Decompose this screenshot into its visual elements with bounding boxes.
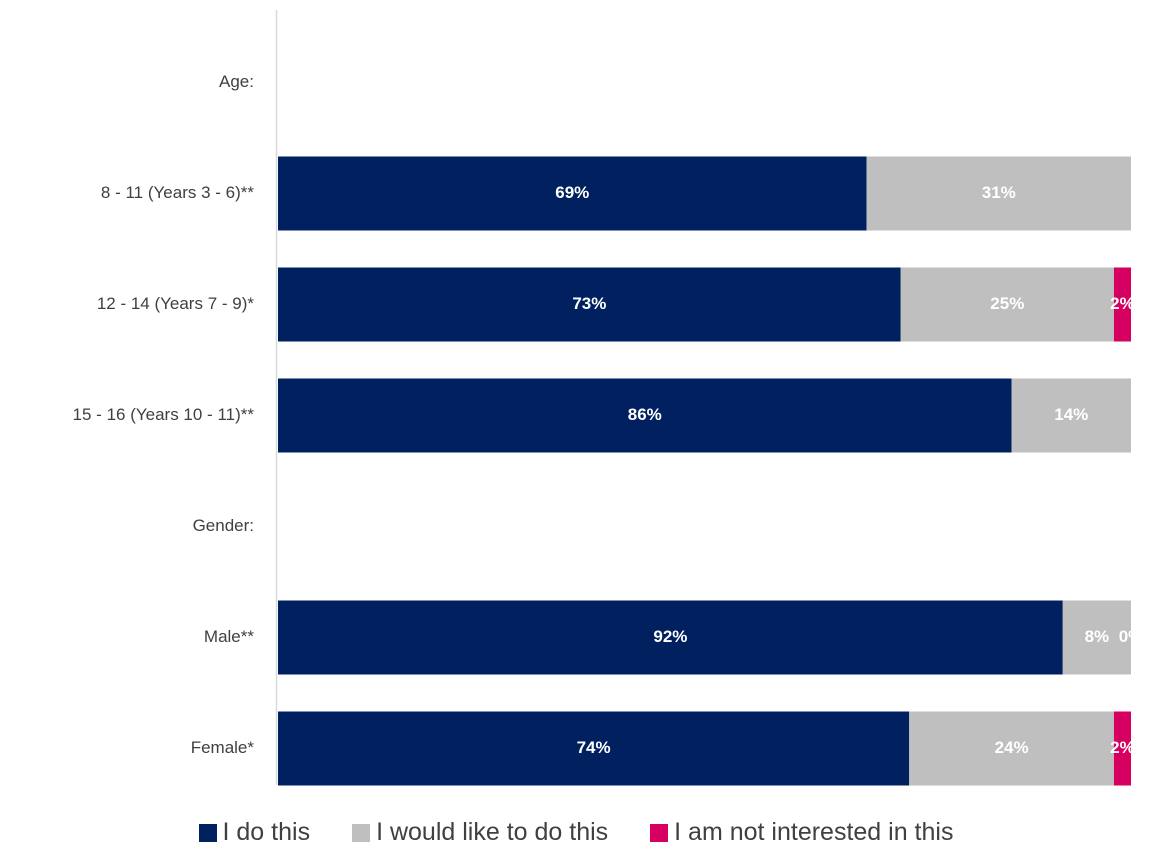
- legend-label-would-like: I would like to do this: [376, 818, 609, 846]
- data-label-not-interested-2: 2%: [1110, 294, 1135, 313]
- data-label-do-2: 73%: [572, 294, 606, 313]
- bar-do-2: [278, 267, 901, 342]
- legend-item-do: I do this: [198, 818, 311, 847]
- legend-swatch-do: [198, 823, 217, 842]
- category-label-2: 12 - 14 (Years 7 - 9)*: [97, 294, 255, 313]
- data-label-would-like-6: 24%: [995, 738, 1029, 757]
- legend-item-not-interested: I am not interested in this: [650, 818, 953, 847]
- bar-do-6: [278, 711, 910, 786]
- data-label-would-like-1: 31%: [982, 183, 1016, 202]
- category-label-1: 8 - 11 (Years 3 - 6)**: [101, 183, 254, 202]
- data-label-do-3: 86%: [628, 405, 662, 424]
- bar-not-interested-6: [1113, 711, 1131, 786]
- category-label-6: Female*: [191, 738, 255, 757]
- bar-would-like-6: [909, 711, 1114, 786]
- legend-item-would-like: I would like to do this: [352, 818, 608, 847]
- data-label-not-interested-6: 2%: [1110, 738, 1135, 757]
- data-label-would-like-2: 25%: [990, 294, 1024, 313]
- legend-swatch-not-interested: [650, 823, 669, 842]
- data-label-would-like-3: 14%: [1054, 405, 1088, 424]
- category-label-3: 15 - 16 (Years 10 - 11)**: [73, 405, 255, 424]
- bar-do-5: [278, 600, 1063, 675]
- bar-do-3: [278, 378, 1012, 453]
- category-label-4: Gender:: [193, 516, 254, 535]
- data-label-not-interested-5: 0%: [1119, 627, 1144, 646]
- bar-would-like-2: [900, 267, 1114, 342]
- data-label-would-like-5: 8%: [1085, 627, 1110, 646]
- stacked-bar-chart: Age: 8 - 11 (Years 3 - 6)** 12 - 14 (Years…: [72, 10, 1144, 786]
- bar-would-like-1: [866, 156, 1131, 231]
- data-label-do-6: 74%: [577, 738, 611, 757]
- legend-label-do: I do this: [222, 818, 311, 846]
- bar-not-interested-2: [1113, 267, 1131, 342]
- legend-swatch-would-like: [352, 823, 371, 842]
- bar-would-like-5: [1062, 600, 1131, 675]
- legend-label-not-interested: I am not interested in this: [674, 818, 954, 846]
- category-label-0: Age:: [219, 72, 254, 91]
- data-label-do-5: 92%: [653, 627, 687, 646]
- data-label-do-1: 69%: [555, 183, 589, 202]
- legend: I do this I would like to do this I am n…: [0, 818, 1152, 847]
- category-label-5: Male**: [204, 627, 254, 646]
- bar-do-1: [278, 156, 867, 231]
- bar-would-like-3: [1011, 378, 1131, 453]
